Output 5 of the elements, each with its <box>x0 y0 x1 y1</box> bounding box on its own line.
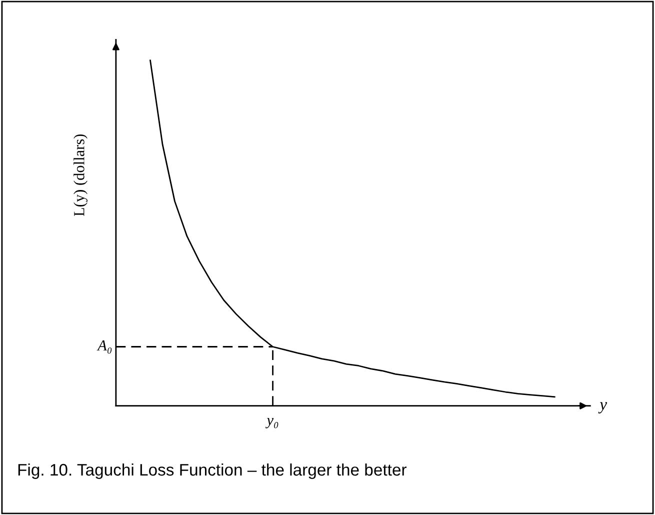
caption: Fig. 10. Taguchi Loss Function – the larger the better <box>18 463 406 479</box>
ref-line-label: A₀ <box>96 340 112 354</box>
y-axis-title: L(y) (dollars) <box>74 134 88 216</box>
x-axis-title: y <box>598 402 608 414</box>
text: y₀ <box>265 418 278 428</box>
